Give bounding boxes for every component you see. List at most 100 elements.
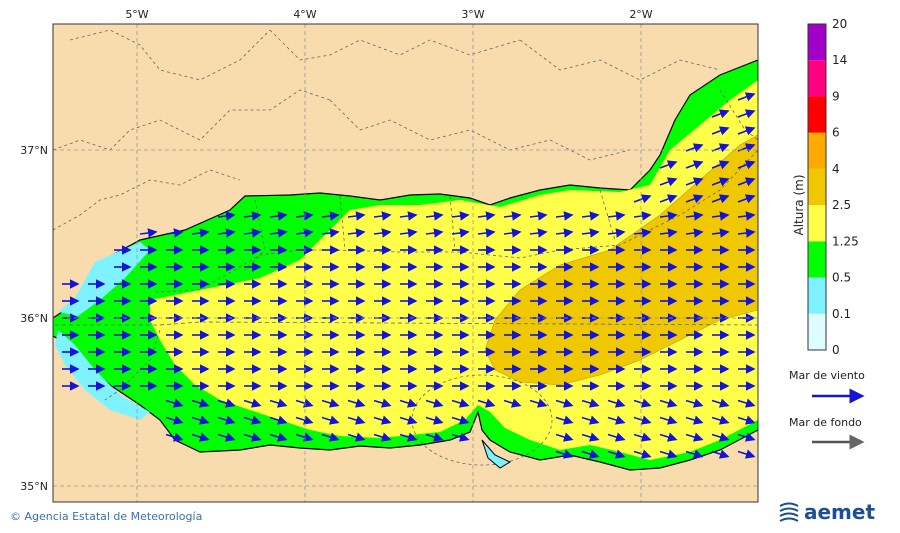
wind-arrow bbox=[659, 211, 678, 221]
wind-arrow bbox=[399, 211, 418, 221]
wind-arrow bbox=[347, 432, 366, 442]
wind-arrow bbox=[711, 432, 730, 442]
wind-arrow bbox=[243, 211, 262, 221]
wind-arrow bbox=[633, 415, 652, 425]
graticule bbox=[53, 24, 758, 502]
wind-arrow bbox=[555, 449, 574, 459]
colorbar: 0 0.1 0.5 1.25 2.5 4 6 9 14 20 bbox=[807, 17, 859, 357]
lon-tick-label: 5°W bbox=[125, 8, 148, 21]
wind-arrow bbox=[425, 432, 444, 442]
wind-arrow bbox=[503, 398, 522, 408]
wind-arrow bbox=[659, 432, 678, 442]
sea-patch-light bbox=[58, 242, 150, 316]
wind-arrow bbox=[659, 177, 678, 187]
wind-arrow bbox=[737, 432, 756, 442]
wind-arrow bbox=[165, 432, 184, 442]
wind-arrow bbox=[503, 211, 522, 221]
wind-arrow bbox=[659, 228, 678, 238]
wind-arrow bbox=[399, 228, 418, 238]
wind-arrow bbox=[711, 211, 730, 221]
wind-arrow bbox=[295, 415, 314, 425]
wind-arrow bbox=[321, 415, 340, 425]
colorbar-tick-label: 20 bbox=[832, 17, 847, 31]
wind-arrow bbox=[321, 398, 340, 408]
wind-arrow bbox=[217, 398, 236, 408]
colorbar-tick-label: 1.25 bbox=[832, 234, 859, 248]
wind-arrow bbox=[711, 415, 730, 425]
swell-legend-label: Mar de fondo bbox=[789, 416, 862, 429]
wind-arrow bbox=[295, 432, 314, 442]
lon-tick-label: 3°W bbox=[461, 8, 484, 21]
wind-arrow bbox=[737, 449, 756, 459]
wind-arrow bbox=[607, 211, 626, 221]
wind-arrow bbox=[399, 415, 418, 425]
wind-arrow bbox=[243, 415, 262, 425]
wind-arrow bbox=[685, 449, 704, 459]
wind-arrow bbox=[451, 211, 470, 221]
credit-text: © Agencia Estatal de Meteorología bbox=[10, 510, 203, 523]
wind-arrow bbox=[321, 211, 340, 221]
colorbar-tick-label: 14 bbox=[832, 53, 847, 67]
wind-arrow bbox=[503, 228, 522, 238]
wind-arrow bbox=[529, 228, 548, 238]
wind-arrow bbox=[217, 211, 236, 221]
wind-arrow bbox=[711, 449, 730, 459]
wind-arrow bbox=[633, 194, 652, 204]
wind-arrow bbox=[347, 211, 366, 221]
wind-sea-legend-label: Mar de viento bbox=[789, 369, 865, 382]
wind-arrow bbox=[295, 228, 314, 238]
wind-arrow bbox=[737, 160, 756, 170]
coast-patch bbox=[481, 439, 512, 469]
wind-arrow bbox=[711, 228, 730, 238]
wind-arrow bbox=[243, 432, 262, 442]
colorbar-title: Altura (m) bbox=[792, 174, 806, 235]
wind-arrow bbox=[711, 109, 730, 119]
wind-arrow bbox=[711, 126, 730, 136]
wind-arrow bbox=[373, 415, 392, 425]
wind-arrow bbox=[373, 211, 392, 221]
wind-arrow bbox=[581, 398, 600, 408]
wind-arrow bbox=[347, 398, 366, 408]
wind-arrow bbox=[217, 228, 236, 238]
wind-arrow bbox=[659, 194, 678, 204]
wind-arrow bbox=[607, 415, 626, 425]
wind-arrow bbox=[295, 398, 314, 408]
wind-arrow bbox=[451, 432, 470, 442]
wind-arrow bbox=[711, 194, 730, 204]
wind-arrow bbox=[607, 398, 626, 408]
sea-region bbox=[484, 134, 758, 386]
colorbar-swatch bbox=[808, 60, 826, 97]
wind-arrow bbox=[685, 160, 704, 170]
wind-arrow bbox=[581, 432, 600, 442]
wind-arrow bbox=[555, 415, 574, 425]
colorbar-swatch bbox=[808, 24, 826, 61]
wind-arrow bbox=[633, 211, 652, 221]
map-frame bbox=[52, 23, 759, 503]
wind-arrow bbox=[191, 398, 210, 408]
wind-arrow bbox=[581, 228, 600, 238]
wind-arrow bbox=[555, 211, 574, 221]
wind-arrow bbox=[633, 449, 652, 459]
wind-arrow bbox=[607, 449, 626, 459]
wind-arrow bbox=[633, 432, 652, 442]
wind-arrow bbox=[425, 415, 444, 425]
wind-arrow bbox=[685, 194, 704, 204]
wind-arrow bbox=[425, 398, 444, 408]
wind-arrow bbox=[659, 415, 678, 425]
colorbar-tick-label: 0.5 bbox=[832, 271, 851, 285]
wind-arrow bbox=[425, 228, 444, 238]
wind-arrow bbox=[451, 228, 470, 238]
wind-arrow bbox=[477, 228, 496, 238]
wind-arrow bbox=[737, 398, 756, 408]
wind-arrow bbox=[555, 398, 574, 408]
wind-arrow bbox=[243, 228, 262, 238]
colorbar-swatch bbox=[808, 205, 826, 242]
colorbar-tick-label: 0.1 bbox=[832, 307, 851, 321]
wind-arrow bbox=[217, 415, 236, 425]
wind-arrow bbox=[529, 398, 548, 408]
lat-tick-label: 36°N bbox=[20, 312, 48, 325]
wind-arrow bbox=[373, 228, 392, 238]
aemet-logo-icon bbox=[779, 502, 799, 522]
wind-arrow bbox=[165, 415, 184, 425]
